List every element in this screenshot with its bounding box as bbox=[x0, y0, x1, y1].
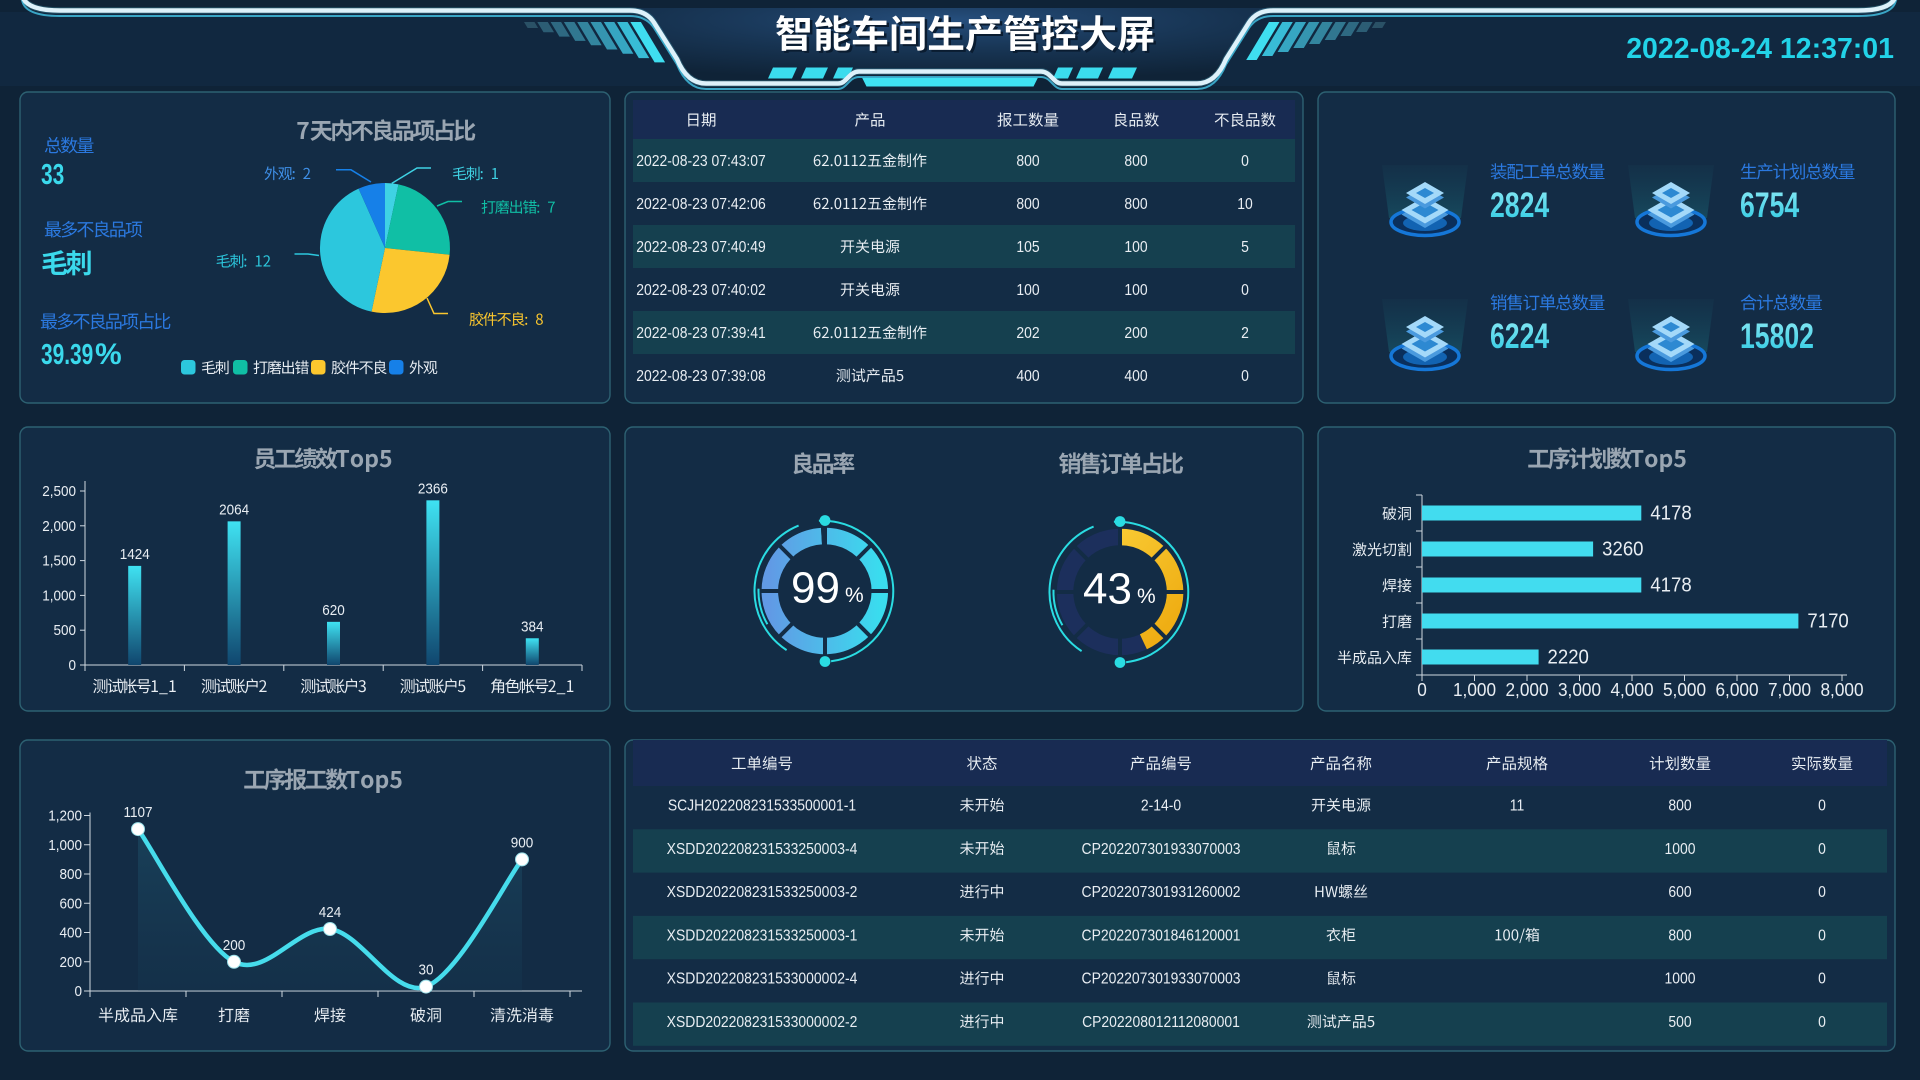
svg-text:CP202207301933070003: CP202207301933070003 bbox=[1082, 841, 1241, 858]
svg-text:4,000: 4,000 bbox=[1610, 679, 1653, 700]
svg-text:XSDD202208231533250003-2: XSDD202208231533250003-2 bbox=[667, 884, 858, 901]
svg-text:1107: 1107 bbox=[123, 804, 152, 821]
svg-text:7,000: 7,000 bbox=[1768, 679, 1811, 700]
svg-text:2,000: 2,000 bbox=[42, 518, 76, 535]
svg-text:2824: 2824 bbox=[1490, 185, 1550, 224]
svg-text:900: 900 bbox=[511, 835, 534, 852]
svg-text:800: 800 bbox=[1016, 153, 1039, 170]
svg-text:3260: 3260 bbox=[1602, 539, 1643, 561]
svg-text:4178: 4178 bbox=[1650, 575, 1691, 597]
svg-text:384: 384 bbox=[521, 619, 544, 636]
svg-text:0: 0 bbox=[1818, 841, 1826, 858]
svg-text:0: 0 bbox=[1818, 798, 1826, 815]
svg-text:200: 200 bbox=[1124, 325, 1147, 342]
svg-text:%: % bbox=[845, 584, 864, 607]
svg-text:11: 11 bbox=[1510, 798, 1524, 815]
svg-text:CP202207301933070003: CP202207301933070003 bbox=[1082, 971, 1241, 988]
svg-text:424: 424 bbox=[319, 904, 342, 921]
svg-text:CP202207301931260002: CP202207301931260002 bbox=[1082, 884, 1241, 901]
svg-text:6,000: 6,000 bbox=[1715, 679, 1758, 700]
svg-text:800: 800 bbox=[1016, 196, 1039, 213]
svg-text:2022-08-23 07:39:41: 2022-08-23 07:39:41 bbox=[636, 325, 765, 342]
svg-text:0: 0 bbox=[1818, 928, 1826, 945]
svg-text:800: 800 bbox=[1668, 798, 1691, 815]
svg-text:2022-08-23 07:43:07: 2022-08-23 07:43:07 bbox=[636, 153, 765, 170]
svg-text:2022-08-23 07:40:49: 2022-08-23 07:40:49 bbox=[636, 239, 765, 256]
svg-text:1000: 1000 bbox=[1664, 971, 1695, 988]
svg-text:2022-08-24 12:37:01: 2022-08-24 12:37:01 bbox=[1626, 33, 1894, 65]
svg-text:30: 30 bbox=[418, 962, 433, 979]
svg-text:2366: 2366 bbox=[418, 481, 448, 498]
svg-text:33: 33 bbox=[41, 159, 64, 191]
svg-text:500: 500 bbox=[1668, 1014, 1691, 1031]
svg-text:800: 800 bbox=[1124, 196, 1147, 213]
svg-text:15802: 15802 bbox=[1740, 316, 1814, 355]
svg-text:0: 0 bbox=[1241, 282, 1249, 299]
svg-text:2064: 2064 bbox=[219, 502, 249, 519]
svg-text:2022-08-23 07:40:02: 2022-08-23 07:40:02 bbox=[636, 282, 765, 299]
svg-text:99: 99 bbox=[791, 564, 840, 613]
svg-text:100: 100 bbox=[1016, 282, 1039, 299]
svg-text:0: 0 bbox=[74, 983, 82, 1000]
svg-text:5,000: 5,000 bbox=[1663, 679, 1706, 700]
svg-text:0: 0 bbox=[1818, 884, 1826, 901]
svg-text:0: 0 bbox=[68, 657, 76, 674]
svg-text:SCJH202208231533500001-1: SCJH202208231533500001-1 bbox=[668, 798, 856, 815]
svg-text:43: 43 bbox=[1083, 565, 1132, 614]
svg-text:%: % bbox=[95, 338, 122, 371]
svg-text:%: % bbox=[1137, 585, 1156, 608]
svg-text:2-14-0: 2-14-0 bbox=[1141, 798, 1181, 815]
svg-text:1,000: 1,000 bbox=[42, 588, 76, 605]
svg-text:2022-08-23 07:39:08: 2022-08-23 07:39:08 bbox=[636, 368, 765, 385]
svg-text:200: 200 bbox=[60, 954, 83, 971]
svg-text:XSDD202208231533000002-2: XSDD202208231533000002-2 bbox=[667, 1014, 858, 1031]
svg-text:XSDD202208231533250003-1: XSDD202208231533250003-1 bbox=[667, 928, 858, 945]
svg-text:800: 800 bbox=[1124, 153, 1147, 170]
svg-text:8,000: 8,000 bbox=[1820, 679, 1863, 700]
svg-text:0: 0 bbox=[1818, 971, 1826, 988]
svg-text:1,200: 1,200 bbox=[48, 808, 82, 825]
svg-text:620: 620 bbox=[322, 602, 345, 619]
svg-text:105: 105 bbox=[1016, 239, 1039, 256]
svg-text:3,000: 3,000 bbox=[1558, 679, 1601, 700]
svg-text:XSDD202208231533250003-4: XSDD202208231533250003-4 bbox=[667, 841, 858, 858]
svg-text:2: 2 bbox=[1241, 325, 1249, 342]
svg-text:1424: 1424 bbox=[120, 546, 150, 563]
svg-text:400: 400 bbox=[60, 925, 83, 942]
svg-text:6754: 6754 bbox=[1740, 185, 1800, 224]
svg-text:600: 600 bbox=[1668, 884, 1691, 901]
svg-text:2,500: 2,500 bbox=[42, 483, 76, 500]
svg-text:0: 0 bbox=[1241, 368, 1249, 385]
svg-text:500: 500 bbox=[54, 623, 77, 640]
svg-text:0: 0 bbox=[1417, 679, 1427, 700]
svg-text:6224: 6224 bbox=[1490, 316, 1550, 355]
svg-text:1,000: 1,000 bbox=[1453, 679, 1496, 700]
svg-text:1,500: 1,500 bbox=[42, 553, 76, 570]
svg-text:800: 800 bbox=[1668, 928, 1691, 945]
svg-text:10: 10 bbox=[1237, 196, 1253, 213]
svg-text:1,000: 1,000 bbox=[48, 837, 82, 854]
svg-text:400: 400 bbox=[1124, 368, 1147, 385]
svg-text:400: 400 bbox=[1016, 368, 1039, 385]
svg-text:4178: 4178 bbox=[1650, 503, 1691, 525]
svg-text:100: 100 bbox=[1124, 239, 1147, 256]
svg-text:XSDD202208231533000002-4: XSDD202208231533000002-4 bbox=[667, 971, 858, 988]
svg-text:CP202207301846120001: CP202207301846120001 bbox=[1082, 928, 1241, 945]
svg-text:800: 800 bbox=[60, 866, 83, 883]
svg-text:100: 100 bbox=[1124, 282, 1147, 299]
svg-text:1000: 1000 bbox=[1664, 841, 1695, 858]
svg-text:2,000: 2,000 bbox=[1505, 679, 1548, 700]
svg-text:CP202208012112080001: CP202208012112080001 bbox=[1082, 1014, 1240, 1031]
svg-text:7170: 7170 bbox=[1807, 611, 1848, 633]
svg-text:39.39: 39.39 bbox=[41, 339, 93, 371]
svg-text:2022-08-23 07:42:06: 2022-08-23 07:42:06 bbox=[636, 196, 765, 213]
svg-text:600: 600 bbox=[60, 896, 83, 913]
svg-text:0: 0 bbox=[1818, 1014, 1826, 1031]
svg-text:202: 202 bbox=[1016, 325, 1039, 342]
svg-text:2220: 2220 bbox=[1548, 647, 1589, 669]
svg-text:5: 5 bbox=[1241, 239, 1249, 256]
svg-text:0: 0 bbox=[1241, 153, 1249, 170]
svg-text:200: 200 bbox=[223, 937, 246, 954]
